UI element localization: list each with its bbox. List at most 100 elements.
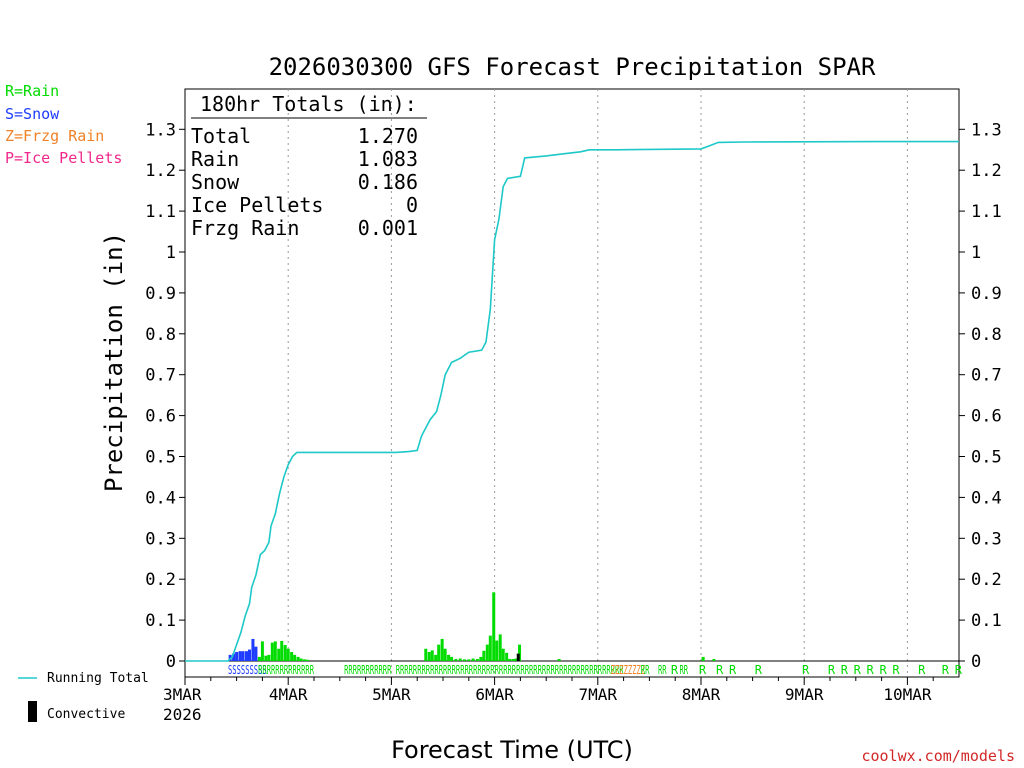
precip-bar xyxy=(450,656,454,661)
precip-bar xyxy=(471,658,475,661)
precip-bars xyxy=(228,592,716,661)
precip-bar xyxy=(254,646,258,661)
precip-bar xyxy=(303,659,307,661)
y-tick-label-left: 0.8 xyxy=(145,325,176,345)
precip-type-letters: RRRRRRRRRRRRR xyxy=(258,663,314,677)
precip-type-letters: RR xyxy=(641,663,650,677)
precip-bar xyxy=(251,638,255,661)
y-tick-label-left: 1.3 xyxy=(145,120,176,140)
type-legend: R=Rain S=Snow Z=Frzg Rain P=Ice Pellets xyxy=(5,82,122,167)
precip-bar xyxy=(482,650,486,661)
running-total-line xyxy=(185,140,959,662)
legend-ice-pellets: P=Ice Pellets xyxy=(5,149,122,167)
precip-bar xyxy=(306,659,310,661)
y-axis-label: Precipitation (in) xyxy=(100,232,128,492)
precip-bar xyxy=(701,656,705,661)
precip-bar xyxy=(498,634,502,661)
x-axis-label: Forecast Time (UTC) xyxy=(391,736,633,764)
precip-type-letters: R xyxy=(841,663,849,677)
y-tick-label-right: 0.9 xyxy=(971,284,1002,304)
precip-bar xyxy=(467,659,471,661)
precip-bar xyxy=(248,649,251,661)
precip-bar xyxy=(447,654,451,661)
precip-bar xyxy=(277,648,281,661)
precip-bar xyxy=(232,653,236,661)
totals-value-frzg-rain: 0.001 xyxy=(358,216,418,240)
precip-bar xyxy=(505,652,509,661)
y-tick-label-right: 1.3 xyxy=(971,120,1002,140)
precip-bar xyxy=(712,658,716,661)
precip-bar xyxy=(257,656,261,661)
precip-type-letters: ZZZZZZZZ xyxy=(611,663,645,677)
precip-bar xyxy=(286,648,290,661)
y-tick-label-left: 0.2 xyxy=(145,570,176,590)
precip-type-letters: R xyxy=(854,663,862,677)
precip-bar xyxy=(463,659,466,661)
y-tick-label-left: 0 xyxy=(166,652,176,672)
precip-bar xyxy=(424,648,428,661)
precip-type-letters: R xyxy=(729,663,737,677)
precip-bar xyxy=(280,640,284,661)
totals-value-ice-pellets: 0 xyxy=(406,193,418,217)
totals-header: 180hr Totals (in): xyxy=(200,92,417,116)
precip-bar xyxy=(454,658,458,661)
precip-type-letters: R xyxy=(828,663,836,677)
precip-type-letters: R xyxy=(802,663,810,677)
running-total-legend-label: Running Total xyxy=(47,671,149,686)
y-tick-label-left: 0.4 xyxy=(145,488,176,508)
running-total-series xyxy=(185,140,959,662)
legend-freezing-rain: Z=Frzg Rain xyxy=(5,127,104,145)
x-tick-label: 6MAR xyxy=(475,685,514,704)
precip-bar xyxy=(235,652,239,661)
axes: 0 0 0.1 0.1 0.2 0.2 0.3 0.3 0.4 0.4 0.5 0.5 0.6 0.6 0.… xyxy=(145,120,1001,724)
precip-bar xyxy=(267,654,271,661)
gridlines xyxy=(185,89,959,677)
y-tick-label-right: 0 xyxy=(971,652,981,672)
totals-label-snow: Snow xyxy=(191,170,240,194)
precip-bar xyxy=(488,635,492,661)
precip-type-letters: RRRRRRRRRRR xyxy=(344,663,392,677)
precip-type-letters: R xyxy=(955,663,963,677)
precip-bar xyxy=(273,641,277,661)
precip-type-letters: R xyxy=(892,663,900,677)
precip-type-letters: R xyxy=(942,663,950,677)
x-tick-label: 8MAR xyxy=(682,685,721,704)
y-tick-label-left: 0.9 xyxy=(145,284,176,304)
precip-bar xyxy=(296,656,300,661)
precip-bar xyxy=(475,658,479,661)
x-tick-label: 4MAR xyxy=(269,685,308,704)
series-legend: Running Total Convective xyxy=(18,671,149,722)
precip-bar xyxy=(299,658,303,661)
credit-text: coolwx.com/models xyxy=(861,747,1015,765)
legend-rain: R=Rain xyxy=(5,82,59,100)
totals-label-rain: Rain xyxy=(191,147,239,171)
precip-bar xyxy=(479,656,483,661)
totals-label-ice-pellets: Ice Pellets xyxy=(191,193,323,217)
y-tick-label-right: 0.8 xyxy=(971,325,1002,345)
y-tick-label-left: 1.2 xyxy=(145,161,176,181)
y-tick-label-left: 0.3 xyxy=(145,529,176,549)
x-tick-label: 9MAR xyxy=(785,685,824,704)
y-tick-label-right: 0.4 xyxy=(971,488,1002,508)
y-tick-label-right: 0.1 xyxy=(971,611,1002,631)
precip-type-letters: R xyxy=(755,663,763,677)
convective-legend-swatch xyxy=(28,701,37,722)
y-tick-label-left: 0.7 xyxy=(145,366,176,386)
y-tick-label-left: 1 xyxy=(166,243,176,263)
totals-label-total: Total xyxy=(191,124,251,148)
y-tick-label-right: 1.2 xyxy=(971,161,1002,181)
precip-bar xyxy=(290,652,294,661)
precip-bar xyxy=(244,651,248,661)
precip-type-letters: RR xyxy=(680,663,689,677)
legend-snow: S=Snow xyxy=(5,105,60,123)
x-tick-label: 10MAR xyxy=(883,685,932,704)
x-tick-label: 5MAR xyxy=(372,685,411,704)
x-year-label: 2026 xyxy=(163,705,202,724)
precip-bar xyxy=(434,654,438,661)
y-tick-label-right: 0.3 xyxy=(971,529,1002,549)
y-tick-label-right: 1.1 xyxy=(971,202,1002,222)
y-tick-label-left: 0.1 xyxy=(145,611,176,631)
precip-type-letters: R xyxy=(918,663,926,677)
